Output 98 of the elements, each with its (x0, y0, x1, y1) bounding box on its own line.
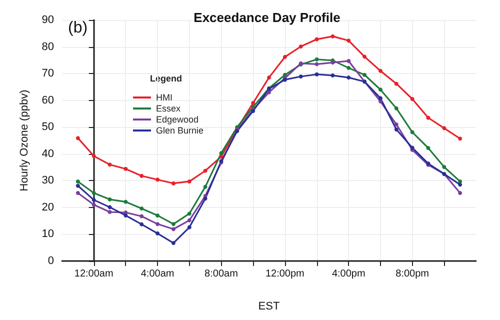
point (92, 198, 96, 202)
point (156, 222, 160, 226)
point (187, 218, 192, 222)
point (219, 151, 224, 156)
x-tick-label: 8:00am (204, 268, 238, 280)
annotation: (b) (68, 20, 88, 36)
point (314, 72, 319, 76)
point (187, 179, 192, 184)
point (108, 205, 112, 210)
y-tick-label: 30 (42, 174, 54, 187)
point (124, 200, 128, 204)
point (140, 174, 144, 178)
y-tick-label: 80 (42, 40, 54, 53)
point (330, 73, 335, 78)
point (314, 57, 319, 62)
point (156, 213, 160, 218)
y-tick-label: 20 (42, 201, 54, 214)
point (362, 72, 367, 77)
x-tick-label: 4:00am (140, 268, 174, 280)
point (171, 241, 176, 246)
x-tick-label: 12:00am (74, 268, 114, 280)
point (378, 96, 382, 100)
point (108, 210, 112, 214)
point (187, 225, 192, 230)
point (394, 106, 398, 110)
point (458, 190, 462, 195)
point (156, 231, 160, 236)
point (92, 202, 96, 207)
point (267, 90, 271, 94)
point (410, 130, 414, 134)
point (171, 222, 176, 226)
point (394, 82, 398, 86)
point (187, 212, 192, 216)
point (219, 154, 224, 159)
point (314, 37, 319, 42)
point (203, 168, 208, 173)
chart-title: Exceedance Day Profile (194, 10, 340, 25)
point (330, 60, 335, 65)
point (140, 214, 144, 218)
legend-label: Edgewood (156, 114, 199, 124)
point (267, 76, 271, 80)
point (108, 197, 112, 202)
point (394, 128, 398, 132)
point (378, 88, 382, 92)
point (426, 146, 430, 150)
point (76, 184, 80, 188)
point (124, 213, 128, 218)
point (298, 74, 303, 78)
legend-title: Legend (150, 74, 182, 84)
point (203, 196, 208, 201)
point (156, 178, 160, 182)
point (330, 34, 335, 38)
point (203, 184, 208, 189)
x-tick-label: 12:00pm (265, 268, 304, 280)
x-tick-label: 4:00pm (332, 268, 366, 280)
point (426, 116, 430, 120)
point (92, 190, 96, 195)
point (171, 227, 176, 232)
legend-label: HMI (156, 92, 172, 102)
point (140, 222, 144, 226)
y-tick-label: 50 (42, 121, 54, 134)
point (282, 54, 287, 59)
point (378, 99, 382, 104)
point (298, 44, 303, 49)
point (410, 96, 414, 101)
point (124, 166, 128, 171)
y-tick-label: 0 (48, 255, 54, 267)
point (346, 66, 351, 70)
y-tick-label: 60 (42, 94, 54, 106)
point (458, 179, 462, 184)
x-tick-label: 8:00pm (396, 268, 429, 280)
point (171, 181, 176, 186)
point (458, 182, 462, 187)
point (394, 122, 398, 126)
point (458, 136, 462, 141)
point (346, 58, 351, 63)
y-tick-label: 70 (42, 68, 54, 80)
point (76, 190, 80, 195)
point (314, 62, 319, 66)
point (251, 101, 256, 106)
y-tick-label: 90 (42, 14, 54, 26)
point (442, 126, 446, 130)
y-axis-title: Hourly Ozone (ppbv) (18, 90, 30, 192)
point (362, 54, 367, 59)
legend-label: Essex (156, 104, 182, 114)
point (76, 136, 80, 140)
y-tick-label: 40 (42, 148, 54, 160)
point (346, 76, 351, 80)
point (442, 165, 446, 170)
point (92, 154, 96, 158)
legend-label: Glen Burnie (156, 126, 204, 136)
point (346, 38, 351, 43)
point (378, 68, 382, 73)
point (140, 206, 144, 211)
x-axis-title: EST (258, 300, 280, 312)
y-tick-label: 10 (42, 228, 54, 240)
point (108, 162, 112, 167)
point (76, 179, 80, 184)
